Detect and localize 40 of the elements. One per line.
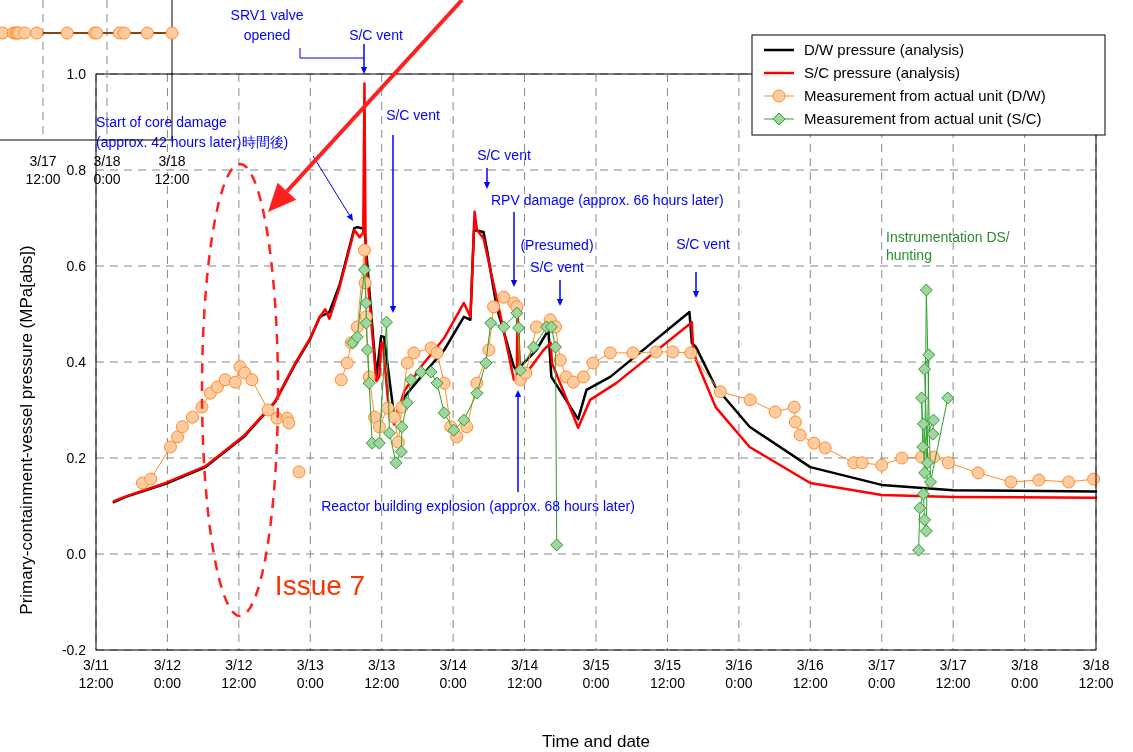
y-axis-title: Primary-containment-vessel pressure (MPa[abs]) xyxy=(17,245,36,615)
legend-label: S/C pressure (analysis) xyxy=(804,64,960,81)
x-tick-label: 3/14 12:00 xyxy=(507,657,543,691)
x-tick-label: 3/11 12:00 xyxy=(78,657,114,691)
annotation: (Presumed) S/C vent xyxy=(520,237,594,275)
annotation: Start of core damage (approx. 42 hours later)時間後) xyxy=(96,114,289,150)
y-tick-label: 0.2 xyxy=(66,450,87,466)
y-tick-label: -0.2 xyxy=(61,642,87,658)
y-tick-label: 0.0 xyxy=(66,546,87,562)
legend-label: Measurement from actual unit (S/C) xyxy=(804,110,1042,127)
y-tick-label: 0.6 xyxy=(66,258,87,274)
annotation: 3/18 12:00 xyxy=(154,153,190,187)
legend-label: D/W pressure (analysis) xyxy=(804,41,965,58)
x-tick-label: 3/15 0:00 xyxy=(582,657,610,691)
x-tick-label: 3/17 12:00 xyxy=(935,657,971,691)
text: 3/17 12:00 xyxy=(25,153,61,187)
x-tick-label: 3/16 0:00 xyxy=(725,657,753,691)
annotation: Instrumentation DS/ hunting xyxy=(886,229,1010,263)
x-tick-label: 3/14 0:00 xyxy=(439,657,467,691)
text: S/C vent xyxy=(349,27,403,43)
y-tick-label: 1.0 xyxy=(66,66,87,82)
x-tick-label: 3/16 12:00 xyxy=(792,657,829,691)
legend-label: Measurement from actual unit (D/W) xyxy=(804,87,1046,104)
y-tick-label: 0.8 xyxy=(66,162,87,178)
x-tick-label: 3/15 12:00 xyxy=(649,657,686,691)
annotation: Issue 7 xyxy=(274,570,366,601)
x-tick-label: 3/13 12:00 xyxy=(364,657,400,691)
x-axis-title: Time and date xyxy=(541,732,651,751)
annotation: S/C vent xyxy=(386,107,440,123)
x-tick-label: 3/18 12:00 xyxy=(1078,657,1114,691)
x-tick-label: 3/13 0:00 xyxy=(296,657,325,691)
text: SRV1 valve opened xyxy=(230,7,304,43)
annotation: S/C vent xyxy=(477,147,531,163)
x-tick-label: 3/17 0:00 xyxy=(868,657,896,691)
x-tick-label: 3/18 0:00 xyxy=(1010,657,1039,691)
x-tick-label: 3/12 12:00 xyxy=(221,657,257,691)
y-tick-label: 0.4 xyxy=(66,354,87,370)
annotation: RPV damage (approx. 66 hours later) xyxy=(491,192,724,208)
x-tick-label: 3/12 0:00 xyxy=(153,657,182,691)
annotation: S/C vent xyxy=(676,236,730,252)
